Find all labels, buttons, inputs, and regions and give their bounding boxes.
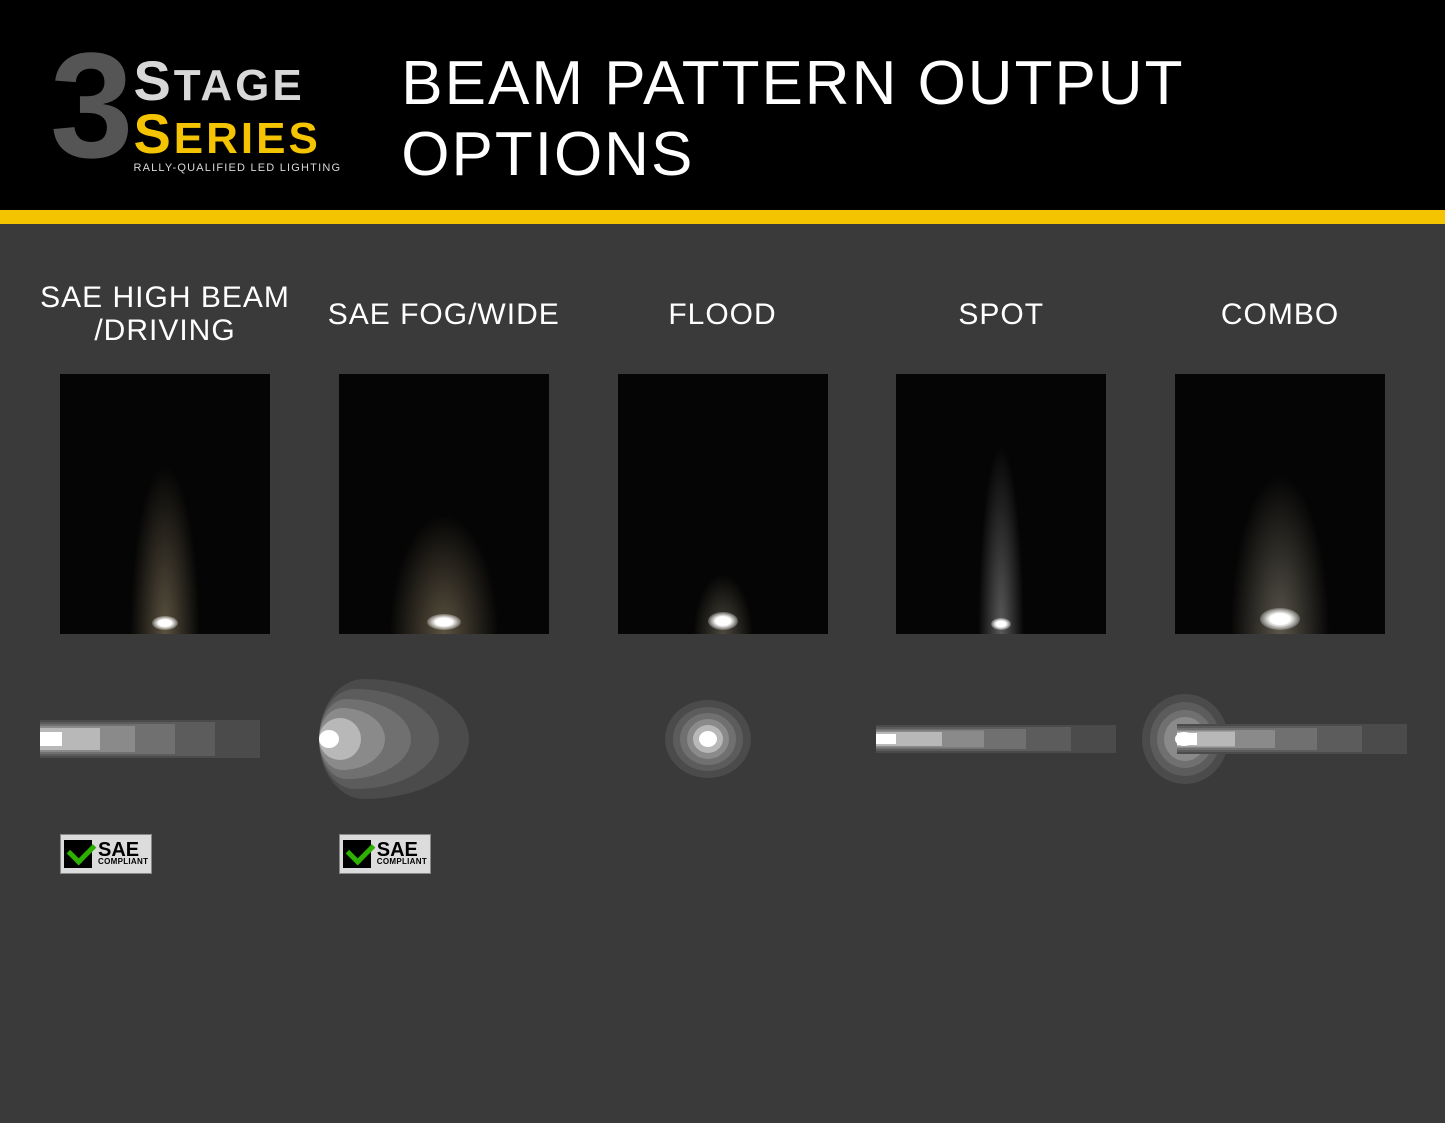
logo-number: 3 xyxy=(50,45,125,165)
column: SAE FOG/WIDE SAECOMPLIANT xyxy=(309,274,579,874)
columns: SAE HIGH BEAM /DRIVINGSAECOMPLIANTSAE FO… xyxy=(30,274,1415,874)
beam-diagram xyxy=(876,674,1126,804)
logo-line1: STAGE xyxy=(133,54,341,107)
column-title: SAE FOG/WIDE xyxy=(328,274,560,354)
content: SAE HIGH BEAM /DRIVINGSAECOMPLIANTSAE FO… xyxy=(0,224,1445,874)
sae-compliant-badge: SAECOMPLIANT xyxy=(339,834,431,874)
beam-diagram xyxy=(319,674,569,804)
beam-photo xyxy=(339,374,549,634)
column: SAE HIGH BEAM /DRIVING SAECOMPLIANT xyxy=(30,274,300,874)
beam-photo xyxy=(618,374,828,634)
checkmark-icon xyxy=(64,840,92,868)
column: SPOT xyxy=(866,274,1136,874)
beam-diagram xyxy=(40,674,290,804)
badge-line2: COMPLIANT xyxy=(377,859,427,866)
column-title: FLOOD xyxy=(668,274,776,354)
column: COMBO xyxy=(1145,274,1415,874)
accent-bar xyxy=(0,210,1445,224)
column: FLOOD xyxy=(588,274,858,874)
logo: 3 STAGE SERIES RALLY-QUALIFIED LED LIGHT… xyxy=(50,36,341,174)
beam-photo xyxy=(60,374,270,634)
column-title: SPOT xyxy=(958,274,1044,354)
sae-compliant-badge: SAECOMPLIANT xyxy=(60,834,152,874)
checkmark-icon xyxy=(343,840,371,868)
column-title: SAE HIGH BEAM /DRIVING xyxy=(30,274,300,354)
beam-diagram xyxy=(598,674,848,804)
beam-photo xyxy=(896,374,1106,634)
beam-photo xyxy=(1175,374,1385,634)
logo-line2: SERIES xyxy=(133,107,341,160)
beam-diagram xyxy=(1155,674,1405,804)
column-title: COMBO xyxy=(1221,274,1339,354)
header: 3 STAGE SERIES RALLY-QUALIFIED LED LIGHT… xyxy=(0,0,1445,210)
page-title: BEAM PATTERN OUTPUT OPTIONS xyxy=(401,48,1405,190)
logo-tagline: RALLY-QUALIFIED LED LIGHTING xyxy=(133,162,341,174)
logo-text: STAGE SERIES RALLY-QUALIFIED LED LIGHTIN… xyxy=(133,54,341,174)
badge-line2: COMPLIANT xyxy=(98,859,148,866)
